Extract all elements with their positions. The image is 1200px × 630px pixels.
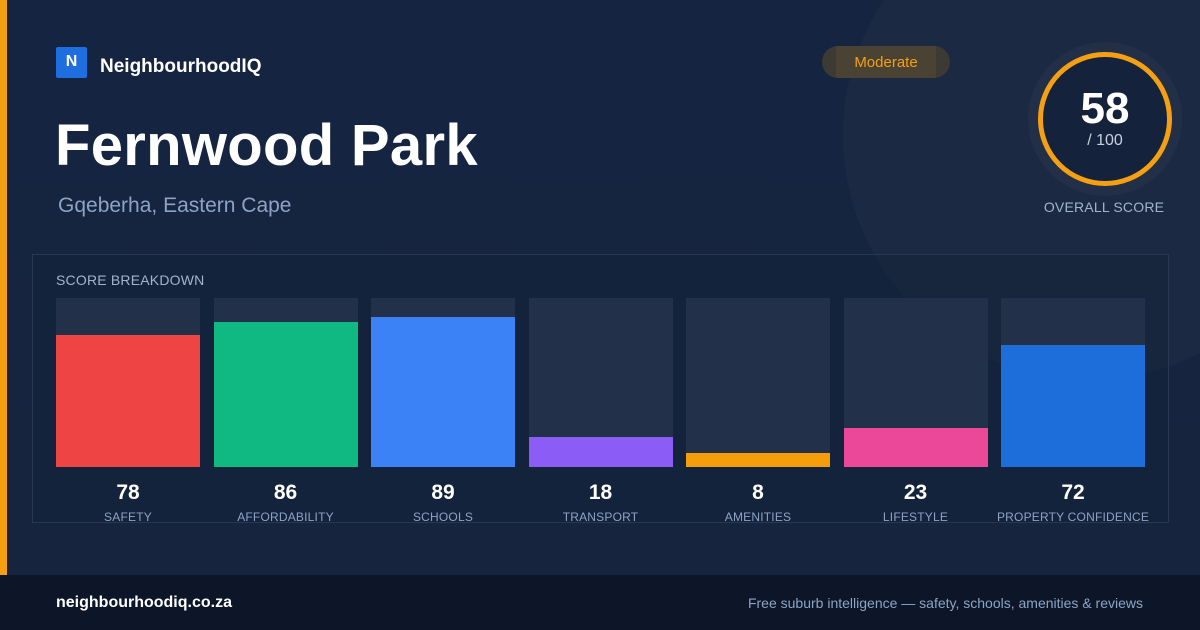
bar-track (371, 298, 515, 467)
bar-fill (213, 322, 358, 467)
bar-track (213, 298, 358, 467)
overall-score-max: / 100 (1087, 132, 1123, 149)
brand[interactable]: N NeighbourhoodIQ (56, 46, 261, 78)
breakdown-heading: SCORE BREAKDOWN (56, 272, 205, 288)
bar-value: 89 (431, 481, 455, 504)
bar-fill (686, 453, 830, 467)
bar-fill (528, 437, 673, 467)
bar-value: 78 (116, 481, 140, 504)
bar-label: SAFETY (104, 510, 152, 524)
bar-value: 72 (1061, 481, 1085, 504)
bar-value: 86 (273, 481, 298, 504)
bar-track (528, 298, 673, 467)
bar-fill (843, 428, 988, 467)
bar-transport: 18 TRANSPORT (528, 298, 673, 524)
bar-value: 8 (752, 481, 764, 504)
bar-safety: 78 SAFETY (56, 298, 200, 524)
suburb-title: Fernwood Park (55, 113, 478, 178)
bar-label: LIFESTYLE (882, 510, 949, 524)
brand-name: NeighbourhoodIQ (100, 56, 262, 77)
bar-property-confidence: 72 PROPERTY CONFIDENCE (997, 298, 1149, 524)
bar-label: AMENITIES (724, 510, 792, 524)
brand-logo-icon: N (56, 46, 87, 78)
suburb-location: Gqeberha, Eastern Cape (58, 194, 292, 217)
bar-label: TRANSPORT (562, 510, 639, 524)
footer: neighbourhoodiq.co.za Free suburb intell… (0, 575, 1200, 630)
bar-fill (1001, 345, 1145, 467)
bar-label: PROPERTY CONFIDENCE (996, 510, 1150, 524)
overall-score-value: 58 (1080, 84, 1130, 133)
bar-track (686, 298, 830, 467)
bar-value: 23 (903, 481, 928, 504)
bar-affordability: 86 AFFORDABILITY (213, 298, 358, 524)
bar-lifestyle: 23 LIFESTYLE (843, 298, 988, 524)
bar-amenities: 8 AMENITIES (686, 298, 830, 524)
score-breakdown: SCORE BREAKDOWN 78 SAFETY 86 AFFORDABILITY 8… (32, 254, 1169, 524)
bar-fill (371, 317, 515, 467)
bar-track (843, 298, 988, 467)
footer-url[interactable]: neighbourhoodiq.co.za (56, 594, 232, 611)
bar-track (56, 298, 200, 467)
rating-badge-label: Moderate (854, 53, 918, 71)
bar-schools: 89 SCHOOLS (371, 298, 515, 524)
footer-tagline: Free suburb intelligence — safety, schoo… (747, 595, 1143, 611)
bar-fill (56, 335, 200, 467)
share-card: N NeighbourhoodIQ Moderate Fernwood Park… (0, 0, 1200, 575)
bar-label: AFFORDABILITY (237, 510, 334, 524)
overall-score-label: OVERALL SCORE (1043, 199, 1165, 215)
bar-value: 18 (588, 481, 613, 504)
accent-stripe (0, 0, 7, 575)
bar-label: SCHOOLS (412, 510, 474, 524)
score-ring-progress (1038, 52, 1172, 186)
overall-score-ring: 58 / 100 (1028, 42, 1182, 196)
bar-track (1001, 298, 1145, 467)
rating-badge: Moderate (822, 46, 950, 78)
